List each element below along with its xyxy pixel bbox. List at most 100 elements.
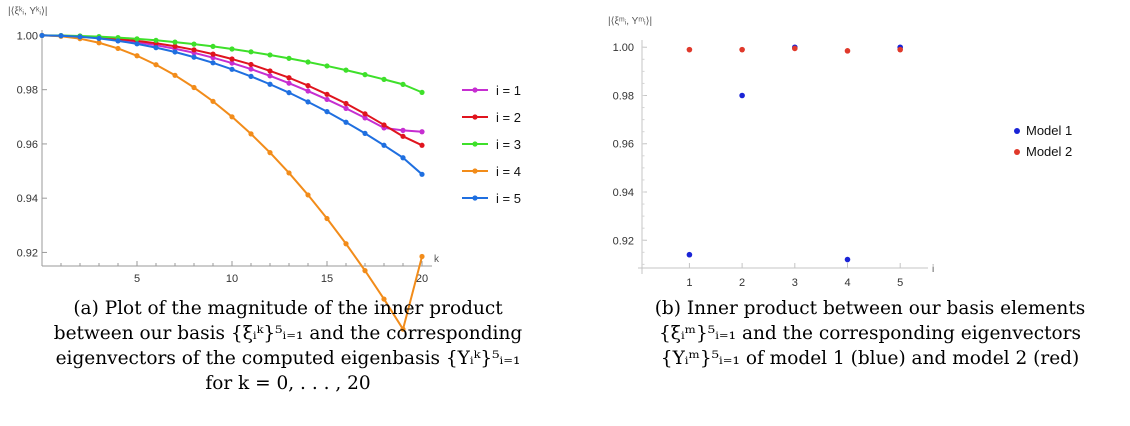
data-point bbox=[134, 41, 140, 47]
data-point bbox=[96, 40, 102, 46]
legend-label: Model 2 bbox=[1026, 144, 1072, 159]
line-chart-panel: 1.00 0.98 0.96 0.94 0.92 5 10 15 20 |⟨ξᵏᵢ, Yᵏᵢ⟩| k… bbox=[0, 0, 560, 332]
data-point bbox=[267, 81, 273, 87]
data-point-series-1 bbox=[844, 256, 851, 263]
legend-marker bbox=[472, 141, 478, 147]
y-tick-label: 0.92 bbox=[17, 247, 38, 259]
data-point bbox=[286, 75, 292, 81]
caption-a-line-3: eigenvectors of the computed eigenbasis … bbox=[55, 348, 521, 369]
data-point bbox=[400, 127, 406, 133]
data-point bbox=[343, 241, 349, 247]
data-point bbox=[343, 119, 349, 125]
x-tick-label: 1 bbox=[686, 277, 692, 289]
data-point bbox=[229, 66, 235, 72]
data-point bbox=[324, 63, 330, 69]
data-point bbox=[172, 39, 178, 45]
caption-b-line-1: (b) Inner product between our basis elem… bbox=[654, 298, 1086, 319]
data-point bbox=[286, 90, 292, 96]
data-point bbox=[96, 35, 102, 42]
data-point bbox=[381, 122, 387, 128]
y-tick-label: 0.96 bbox=[17, 139, 38, 151]
data-point bbox=[343, 67, 349, 73]
y-tick-label: 0.92 bbox=[613, 235, 634, 247]
data-point-series-1 bbox=[686, 251, 693, 258]
data-point bbox=[362, 111, 368, 117]
x-axis-title: i bbox=[932, 264, 934, 275]
data-point bbox=[286, 55, 292, 61]
legend-marker bbox=[472, 168, 478, 174]
data-point bbox=[305, 59, 311, 65]
legend-label: Model 1 bbox=[1026, 123, 1072, 138]
data-point bbox=[229, 60, 235, 66]
data-point bbox=[400, 81, 406, 87]
data-point bbox=[229, 56, 235, 62]
data-point bbox=[400, 326, 406, 332]
legend-label: i = 2 bbox=[496, 110, 521, 125]
data-point bbox=[267, 68, 273, 74]
data-point bbox=[248, 61, 254, 68]
data-point bbox=[400, 133, 406, 139]
data-point bbox=[172, 72, 178, 78]
caption-b: (b) Inner product between our basis elem… bbox=[620, 296, 1120, 371]
data-point bbox=[191, 54, 197, 60]
legend-marker bbox=[1014, 149, 1020, 155]
data-point bbox=[419, 89, 425, 95]
data-point bbox=[210, 43, 216, 50]
y-axis-title: |⟨ξᵐᵢ, Yᵐᵢ⟩| bbox=[608, 16, 652, 27]
data-point bbox=[267, 73, 273, 79]
line-chart: 1.00 0.98 0.96 0.94 0.92 5 10 15 20 |⟨ξᵏᵢ, Yᵏᵢ⟩| k… bbox=[8, 6, 521, 332]
x-tick-label: 4 bbox=[844, 277, 850, 289]
data-point bbox=[58, 33, 64, 39]
data-point bbox=[248, 49, 254, 55]
data-point bbox=[305, 192, 311, 198]
data-point bbox=[419, 129, 425, 135]
data-point bbox=[153, 37, 159, 43]
data-point bbox=[172, 43, 178, 49]
data-point bbox=[305, 88, 311, 94]
x-tick-label: 15 bbox=[321, 273, 333, 285]
y-tick-label: 0.98 bbox=[613, 90, 634, 102]
caption-b-line-2: {ξᵢᵐ}⁵ᵢ₌₁ and the corresponding eigenvec… bbox=[658, 323, 1081, 344]
x-tick-label: 20 bbox=[416, 273, 428, 285]
data-point bbox=[324, 109, 330, 115]
data-point-series-2 bbox=[844, 48, 851, 54]
x-axis-title: k bbox=[434, 254, 440, 265]
legend-label: i = 5 bbox=[496, 191, 521, 206]
data-point bbox=[286, 170, 292, 176]
data-point bbox=[248, 66, 254, 72]
data-point bbox=[286, 80, 292, 86]
data-point bbox=[172, 49, 178, 55]
caption-a-line-1: (a) Plot of the magnitude of the inner p… bbox=[73, 298, 503, 319]
legend-marker bbox=[472, 195, 478, 201]
data-point bbox=[210, 60, 216, 66]
legend-marker bbox=[472, 114, 478, 120]
data-point bbox=[153, 62, 159, 68]
data-point bbox=[210, 51, 216, 57]
legend-marker bbox=[472, 87, 478, 93]
data-point bbox=[191, 47, 197, 53]
y-tick-label: 0.98 bbox=[17, 85, 38, 97]
x-tick-label: 2 bbox=[739, 277, 745, 289]
data-point bbox=[305, 99, 311, 105]
y-tick-label: 0.94 bbox=[613, 187, 634, 199]
data-point bbox=[381, 296, 387, 302]
data-point bbox=[381, 142, 387, 148]
data-point-series-2 bbox=[686, 46, 693, 53]
data-point bbox=[419, 171, 425, 177]
data-point-series-1 bbox=[739, 92, 745, 99]
data-point bbox=[115, 45, 121, 52]
caption-a: (a) Plot of the magnitude of the inner p… bbox=[18, 296, 558, 396]
data-point bbox=[248, 131, 254, 137]
data-point bbox=[229, 114, 235, 120]
data-point bbox=[419, 253, 425, 260]
legend-marker bbox=[1014, 128, 1020, 134]
data-point bbox=[362, 130, 368, 136]
y-tick-label: 0.96 bbox=[613, 139, 634, 151]
data-point bbox=[39, 32, 45, 39]
data-point bbox=[77, 34, 83, 40]
data-point bbox=[153, 45, 159, 51]
data-point bbox=[400, 155, 406, 161]
series-line-4 bbox=[41, 34, 423, 331]
data-point bbox=[362, 268, 368, 274]
data-point bbox=[305, 83, 311, 89]
